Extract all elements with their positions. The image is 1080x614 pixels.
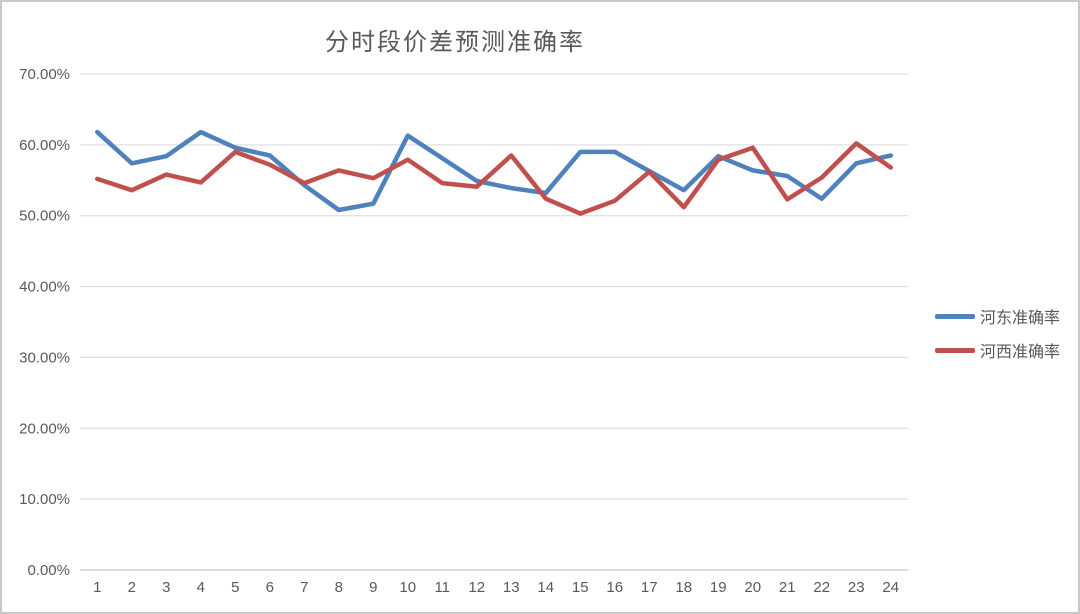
y-axis-tick-label: 60.00% (19, 137, 70, 154)
y-axis-tick-label: 50.00% (19, 208, 70, 225)
y-axis-tick-label: 70.00% (19, 66, 70, 83)
x-axis-tick-label: 6 (266, 579, 274, 596)
x-axis-tick-label: 9 (369, 579, 377, 596)
x-axis-tick-label: 13 (503, 579, 520, 596)
y-axis-tick-label: 10.00% (19, 491, 70, 508)
x-axis-tick-label: 1 (93, 579, 101, 596)
x-axis-tick-label: 23 (848, 579, 865, 596)
y-axis-tick-label: 30.00% (19, 349, 70, 366)
legend-item-hedong: 河东准确率 (935, 305, 1060, 327)
y-axis-tick-label: 0.00% (27, 562, 70, 579)
x-axis-tick-label: 12 (468, 579, 485, 596)
x-axis-tick-label: 8 (335, 579, 343, 596)
x-axis-tick-label: 11 (434, 579, 450, 596)
x-axis-tick-label: 3 (162, 579, 170, 596)
series-line-1 (95, 141, 894, 216)
y-axis-tick-label: 40.00% (19, 279, 70, 296)
x-axis-tick-label: 2 (128, 579, 136, 596)
series-line-0 (95, 129, 894, 213)
x-axis-tick-label: 10 (399, 579, 416, 596)
x-axis-tick-label: 19 (710, 579, 727, 596)
chart-title: 分时段价差预测准确率 (325, 29, 585, 56)
x-axis-tick-label: 24 (882, 579, 899, 596)
x-axis-tick-label: 20 (744, 579, 761, 596)
legend-item-hexi: 河西准确率 (935, 339, 1060, 361)
x-axis-tick-label: 18 (675, 579, 692, 596)
x-axis-tick-label: 17 (641, 579, 658, 596)
legend-label-hexi: 河西准确率 (980, 344, 1061, 361)
x-axis-tick-label: 22 (813, 579, 830, 596)
chart-legend: 河东准确率 河西准确率 (935, 305, 1060, 361)
hexi-series-line-swatch (935, 347, 975, 353)
x-axis-tick-label: 14 (537, 579, 554, 596)
x-axis-tick-label: 5 (231, 579, 239, 596)
hedong-series-line-swatch (935, 313, 975, 319)
y-axis-tick-label: 20.00% (19, 420, 70, 437)
x-axis-tick-label: 21 (779, 579, 796, 596)
x-axis-tick-label: 15 (572, 579, 589, 596)
x-axis-tick-label: 7 (300, 579, 308, 596)
x-axis-tick-label: 4 (197, 579, 205, 596)
x-axis-tick-label: 16 (606, 579, 623, 596)
legend-label-hedong: 河东准确率 (980, 310, 1061, 327)
